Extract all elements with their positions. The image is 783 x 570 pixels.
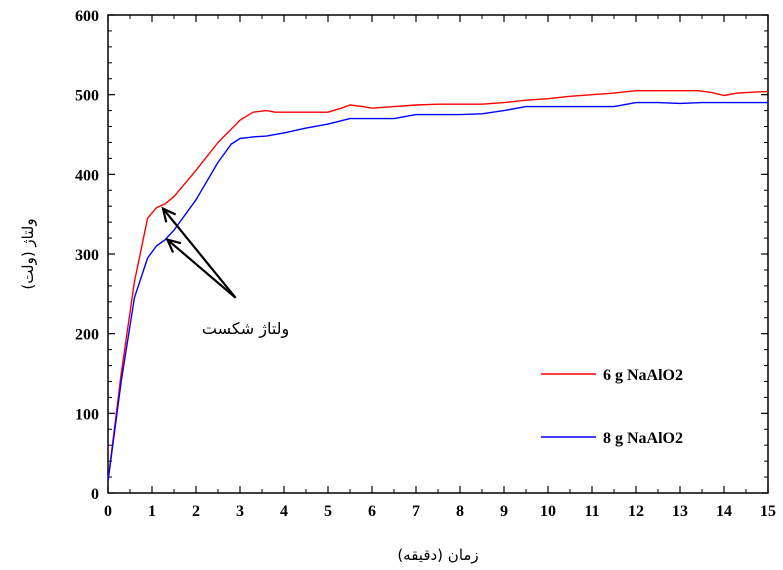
- x-axis-label: زمان (دقیقه): [397, 546, 478, 564]
- x-tick-label: 1: [148, 503, 156, 520]
- y-tick-label: 100: [75, 406, 99, 423]
- y-tick-label: 200: [75, 327, 99, 344]
- y-axis-label: ولتاژ (ولت): [19, 218, 37, 289]
- y-tick-label: 600: [75, 8, 99, 25]
- annotation-group: ولتاژ شکست: [161, 206, 289, 339]
- x-tick-label: 8: [456, 503, 464, 520]
- x-tick-label: 2: [192, 503, 200, 520]
- x-tick-label: 11: [584, 503, 599, 520]
- y-tick-label: 0: [91, 486, 99, 503]
- x-tick-label: 13: [672, 503, 688, 520]
- annotation-arrow-line: [162, 207, 237, 299]
- x-tick-label: 12: [628, 503, 644, 520]
- x-tick-label: 6: [368, 503, 376, 520]
- x-tick-label: 10: [540, 503, 556, 520]
- y-tick-label: 400: [75, 167, 99, 184]
- x-tick-label: 14: [716, 503, 732, 520]
- x-tick-label: 4: [280, 503, 288, 520]
- x-tick-label: 5: [324, 503, 332, 520]
- x-tick-label: 15: [760, 503, 776, 520]
- y-tick-label: 300: [75, 247, 99, 264]
- x-tick-label: 0: [104, 503, 112, 520]
- axis-ticks: [107, 14, 769, 494]
- x-tick-label: 3: [236, 503, 244, 520]
- annotation-arrow-line: [166, 238, 237, 299]
- series-line-2: [107, 101, 768, 482]
- legend-label-1: 6 g NaAlO2: [603, 367, 683, 384]
- annotation-label: ولتاژ شکست: [202, 319, 289, 339]
- tick-labels: 0 1 2 3 4 5 6 7 8 9 10 11 12 13 14 15010020030040050060…: [75, 8, 776, 520]
- annotation-arrow-head: [161, 206, 177, 223]
- legend-label-2: 8 g NaAlO2: [603, 430, 683, 447]
- series-group: [107, 89, 769, 482]
- annotation-arrow-head: [165, 238, 182, 253]
- x-tick-label: 9: [500, 503, 508, 520]
- y-tick-label: 500: [75, 88, 99, 105]
- legend: 6 g NaAlO2 8 g NaAlO2: [541, 367, 683, 447]
- series-line-1: [107, 89, 769, 482]
- plot-frame: [107, 14, 769, 494]
- x-tick-label: 7: [412, 503, 420, 520]
